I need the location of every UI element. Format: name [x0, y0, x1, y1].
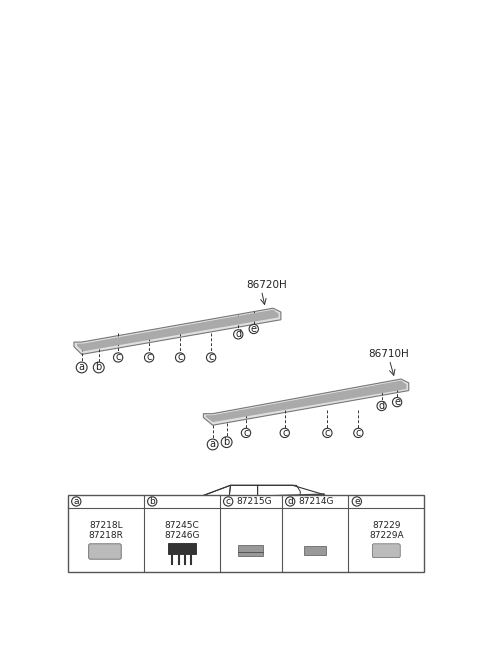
FancyBboxPatch shape [168, 543, 196, 554]
Text: d: d [288, 497, 293, 506]
FancyBboxPatch shape [89, 544, 121, 559]
Text: a: a [210, 440, 216, 449]
Text: 87245C
87246G: 87245C 87246G [164, 521, 199, 541]
Text: c: c [243, 428, 249, 438]
Text: b: b [224, 437, 230, 447]
Polygon shape [204, 379, 409, 425]
Text: b: b [96, 363, 102, 373]
Text: d: d [379, 401, 384, 411]
Text: c: c [226, 497, 231, 506]
Text: c: c [146, 352, 152, 363]
FancyBboxPatch shape [68, 495, 424, 571]
Text: 87229
87229A: 87229 87229A [369, 521, 404, 541]
Text: 86710H: 86710H [369, 350, 409, 359]
Text: c: c [324, 428, 330, 438]
Text: b: b [149, 497, 155, 506]
Text: c: c [208, 352, 214, 363]
Text: 87218L
87218R: 87218L 87218R [88, 521, 123, 541]
Text: c: c [282, 428, 288, 438]
Text: e: e [251, 324, 257, 334]
Polygon shape [74, 308, 281, 354]
FancyBboxPatch shape [372, 544, 400, 558]
Text: c: c [115, 352, 121, 363]
Text: 87214G: 87214G [299, 497, 334, 506]
Text: c: c [356, 428, 361, 438]
Polygon shape [77, 310, 278, 352]
Text: d: d [235, 329, 241, 339]
FancyBboxPatch shape [238, 545, 263, 556]
Text: 86720H: 86720H [246, 280, 287, 290]
Text: a: a [73, 497, 79, 506]
Text: e: e [394, 397, 400, 407]
Text: 87215G: 87215G [237, 497, 272, 506]
Text: e: e [354, 497, 360, 506]
Text: c: c [178, 352, 183, 363]
Text: a: a [79, 363, 84, 373]
FancyBboxPatch shape [304, 546, 326, 556]
Polygon shape [206, 380, 407, 422]
